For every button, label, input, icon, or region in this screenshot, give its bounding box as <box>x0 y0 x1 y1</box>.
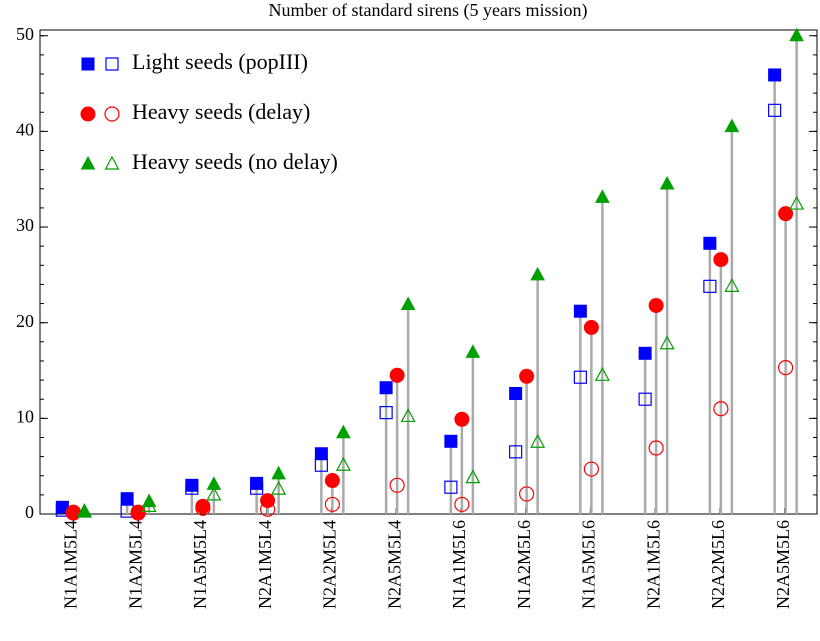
y-tick-label: 20 <box>16 311 34 331</box>
marker-circle <box>519 368 535 384</box>
marker-triangle <box>400 296 416 311</box>
marker-square <box>703 236 717 250</box>
legend-label: Light seeds (popIII) <box>132 49 308 74</box>
marker-square <box>509 445 523 459</box>
marker-square <box>81 57 95 71</box>
marker-triangle <box>530 266 545 281</box>
marker-triangle <box>789 27 804 42</box>
marker-triangle <box>104 155 120 170</box>
chart-title: Number of standard sirens (5 years missi… <box>269 0 588 21</box>
marker-square <box>185 478 199 492</box>
y-tick-label: 10 <box>16 406 34 426</box>
marker-circle <box>454 496 470 513</box>
marker-square <box>703 279 717 293</box>
plot-frame <box>39 29 818 515</box>
marker-circle <box>80 106 96 122</box>
marker-triangle <box>594 367 610 381</box>
marker-triangle <box>206 476 222 490</box>
x-tick-label: N2A1M5L6 <box>643 520 663 609</box>
x-tick-label: N1A5M5L6 <box>579 520 599 609</box>
marker-triangle <box>141 493 157 508</box>
marker-triangle <box>659 335 675 350</box>
x-tick-label: N1A5M5L4 <box>190 520 210 609</box>
marker-square <box>120 492 134 506</box>
marker-square <box>768 103 782 117</box>
marker-circle <box>324 496 340 513</box>
marker-triangle <box>400 408 416 423</box>
marker-triangle <box>77 503 92 517</box>
marker-circle <box>389 477 405 493</box>
marker-triangle <box>335 456 351 471</box>
marker-circle <box>778 206 794 222</box>
marker-circle <box>454 411 470 427</box>
marker-circle <box>519 486 535 502</box>
marker-square <box>314 447 328 461</box>
marker-triangle <box>271 480 287 495</box>
x-tick-label: N2A5M5L6 <box>773 520 793 609</box>
marker-triangle <box>465 469 481 484</box>
marker-square <box>444 434 458 448</box>
legend-label: Heavy seeds (delay) <box>132 99 310 124</box>
marker-triangle <box>789 195 805 210</box>
marker-square <box>379 406 393 420</box>
marker-square <box>638 392 652 406</box>
y-tick-label: 40 <box>16 120 34 140</box>
marker-circle <box>713 252 729 268</box>
x-tick-label: N2A1M5L4 <box>255 520 275 609</box>
marker-circle <box>195 498 211 514</box>
marker-circle <box>648 297 664 313</box>
marker-square <box>638 346 652 360</box>
x-tick-label: N1A1M5L4 <box>61 520 81 609</box>
x-tick-label: N2A2M5L6 <box>708 520 728 609</box>
marker-square <box>444 480 458 494</box>
marker-square <box>573 370 587 384</box>
marker-square <box>573 304 587 318</box>
y-tick-label: 50 <box>16 24 34 44</box>
marker-circle <box>648 440 664 456</box>
marker-square <box>250 476 264 490</box>
marker-triangle <box>595 189 610 203</box>
y-tick-label: 30 <box>16 215 34 235</box>
x-tick-label: N1A2M5L4 <box>125 520 145 609</box>
marker-triangle <box>465 344 481 358</box>
marker-square <box>768 68 782 82</box>
marker-circle <box>130 504 146 520</box>
legend-label: Heavy seeds (no delay) <box>132 149 338 174</box>
marker-circle <box>583 461 599 477</box>
marker-circle <box>583 319 599 335</box>
x-tick-label: N2A5M5L4 <box>384 520 404 609</box>
marker-circle <box>389 367 405 383</box>
marker-circle <box>324 473 340 489</box>
marker-triangle <box>659 175 675 190</box>
marker-triangle <box>80 155 96 170</box>
marker-circle <box>260 493 276 509</box>
marker-circle <box>713 401 729 417</box>
marker-square <box>509 386 523 400</box>
marker-circle <box>104 106 120 122</box>
x-tick-label: N1A2M5L6 <box>514 520 534 609</box>
marker-triangle <box>336 424 351 439</box>
marker-square <box>105 57 119 71</box>
marker-triangle <box>530 434 546 448</box>
x-tick-label: N2A2M5L4 <box>320 520 340 609</box>
y-tick-label: 0 <box>25 502 34 522</box>
marker-square <box>379 381 393 395</box>
marker-triangle <box>724 278 740 292</box>
x-tick-label: N1A1M5L6 <box>449 520 469 609</box>
marker-triangle <box>724 118 740 133</box>
marker-triangle <box>206 486 222 501</box>
marker-triangle <box>271 465 286 480</box>
marker-circle <box>778 360 794 376</box>
